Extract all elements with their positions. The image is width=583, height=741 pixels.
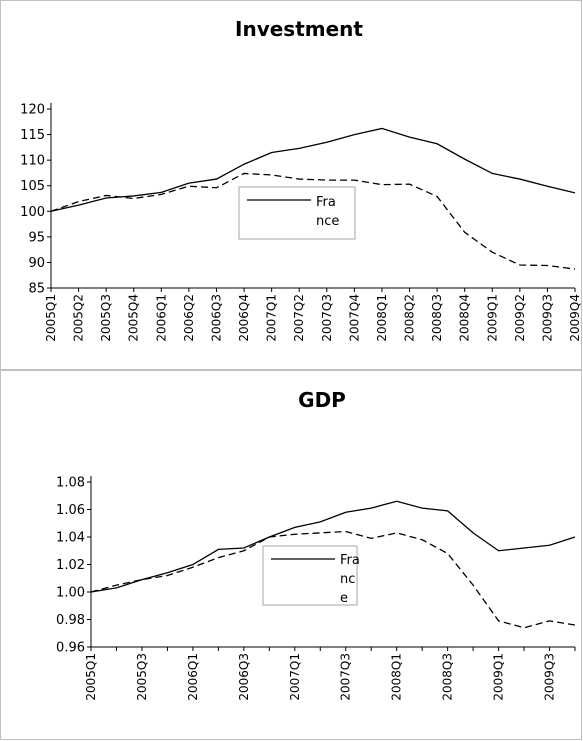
x-tick-label: 2006Q1	[186, 653, 200, 701]
x-tick-label: 2006Q3	[209, 294, 223, 342]
chart-title: GDP	[298, 388, 346, 412]
x-tick-label: 2005Q3	[135, 653, 149, 701]
x-tick-label: 2005Q1	[84, 653, 98, 701]
series-line-dashed	[90, 530, 576, 629]
y-tick-label: 100	[20, 205, 45, 220]
series-line-dashed	[50, 172, 576, 270]
y-tick-label: 1.02	[56, 558, 85, 573]
x-tick-label: 2006Q4	[237, 294, 251, 342]
x-tick-label: 2008Q3	[430, 294, 444, 342]
x-tick-label: 2007Q4	[347, 294, 361, 342]
y-tick-label: 1.00	[56, 586, 85, 601]
x-tick-label: 2009Q3	[540, 294, 554, 342]
x-tick-label: 2005Q4	[127, 294, 141, 342]
series-line-france	[90, 500, 576, 593]
x-tick-label: 2007Q3	[339, 653, 353, 701]
x-tick-label: 2009Q2	[513, 294, 527, 342]
x-tick-label: 2009Q4	[568, 294, 582, 342]
legend-label-france: Fra	[316, 195, 336, 210]
y-tick-label: 90	[28, 256, 45, 271]
y-tick-label: 0.96	[56, 641, 85, 656]
x-tick-label: 2006Q2	[182, 294, 196, 342]
x-tick-label: 2005Q3	[99, 294, 113, 342]
investment-chart-panel: Investment 120 115 110 105 100 95 90 85 2005Q1 200…	[0, 0, 582, 370]
y-tick-label: 95	[28, 230, 45, 245]
x-tick-label: 2008Q4	[458, 294, 472, 342]
legend-label-france: Fra	[340, 553, 360, 568]
x-tick-label: 2007Q3	[320, 294, 334, 342]
y-tick-label: 85	[28, 282, 45, 297]
y-tick-label: 115	[20, 128, 45, 143]
legend-label-france: nce	[316, 214, 339, 229]
x-tick-label: 2007Q1	[288, 653, 302, 701]
y-tick-label: 1.04	[56, 531, 85, 546]
x-tick-label: 2007Q1	[265, 294, 279, 342]
legend-label-france: e	[340, 591, 348, 606]
x-tick-label: 2009Q3	[543, 653, 557, 701]
legend-box	[238, 186, 356, 240]
series-line-france	[50, 127, 576, 212]
x-tick-label: 2005Q1	[44, 294, 58, 342]
x-tick-label: 2005Q2	[72, 294, 86, 342]
y-tick-label: 0.98	[56, 613, 85, 628]
y-tick-label: 1.06	[56, 503, 85, 518]
x-tick-label: 2008Q1	[375, 294, 389, 342]
x-tick-label: 2006Q3	[237, 653, 251, 701]
x-tick-label: 2007Q2	[292, 294, 306, 342]
x-tick-label: 2008Q3	[441, 653, 455, 701]
x-tick-label: 2008Q2	[403, 294, 417, 342]
x-tick-label: 2006Q1	[154, 294, 168, 342]
x-tick-label: 2009Q1	[485, 294, 499, 342]
y-tick-label: 105	[20, 179, 45, 194]
legend-label-france: nc	[340, 572, 355, 587]
y-tick-label: 120	[20, 103, 45, 118]
y-tick-label: 110	[20, 154, 45, 169]
chart-title: Investment	[235, 17, 363, 41]
y-tick-label: 1.08	[56, 476, 85, 491]
legend-box	[262, 545, 358, 606]
x-tick-label: 2009Q1	[492, 653, 506, 701]
gdp-chart-panel: GDP 1.08 1.06 1.04 1.02 1.00 0.98 0.96 2005Q1 200…	[0, 370, 582, 740]
x-tick-label: 2008Q1	[390, 653, 404, 701]
